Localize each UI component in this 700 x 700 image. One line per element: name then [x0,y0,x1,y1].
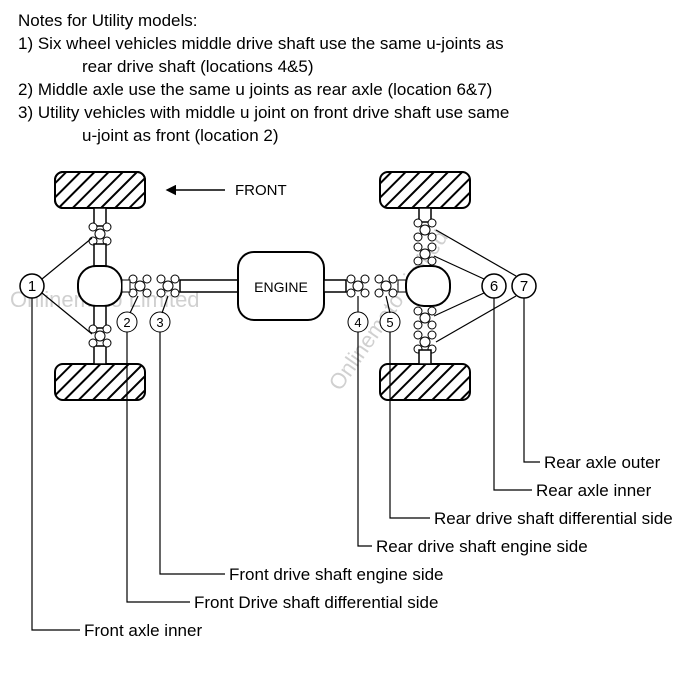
note-3-line2: u-joint as front (location 2) [18,125,682,148]
label-1: Front axle inner [84,621,202,640]
ujoint-6-bottom [414,307,436,329]
notes-title: Notes for Utility models: [18,10,682,33]
label-4: Rear drive shaft engine side [376,537,588,556]
note-1-line2: rear drive shaft (locations 4&5) [18,56,682,79]
callout-num-5: 5 [386,315,393,330]
note-1: 1) Six wheel vehicles middle drive shaft… [18,33,682,79]
note-1-line1: 1) Six wheel vehicles middle drive shaft… [18,34,504,53]
callout-num-4: 4 [354,315,361,330]
callout-num-2: 2 [123,315,130,330]
label-5: Rear drive shaft differential side [434,509,673,528]
front-differential [78,266,122,306]
rear-wheel-top [380,172,470,208]
label-2: Front Drive shaft differential side [194,593,438,612]
label-3: Front drive shaft engine side [229,565,444,584]
front-wheel-top [55,172,145,208]
engine-label: ENGINE [254,279,308,295]
ujoint-4 [347,275,369,297]
callout-num-3: 3 [156,315,163,330]
drivetrain-diagram: Onlinemoto Limited Onlinemoto Limited FR… [0,152,700,692]
note-2: 2) Middle axle use the same u joints as … [18,79,682,102]
front-label: FRONT [235,182,287,199]
callout-num-6: 6 [490,278,498,295]
front-assembly [55,172,145,400]
front-wheel-bottom [55,364,145,400]
note-3-line1: 3) Utility vehicles with middle u joint … [18,103,509,122]
notes-block: Notes for Utility models: 1) Six wheel v… [0,0,700,152]
label-6: Rear axle inner [536,481,652,500]
note-3: 3) Utility vehicles with middle u joint … [18,102,682,148]
label-7: Rear axle outer [544,453,661,472]
callout-num-1: 1 [28,278,36,295]
rear-wheel-bottom [380,364,470,400]
rear-differential [406,266,450,306]
callout-num-7: 7 [520,278,528,295]
